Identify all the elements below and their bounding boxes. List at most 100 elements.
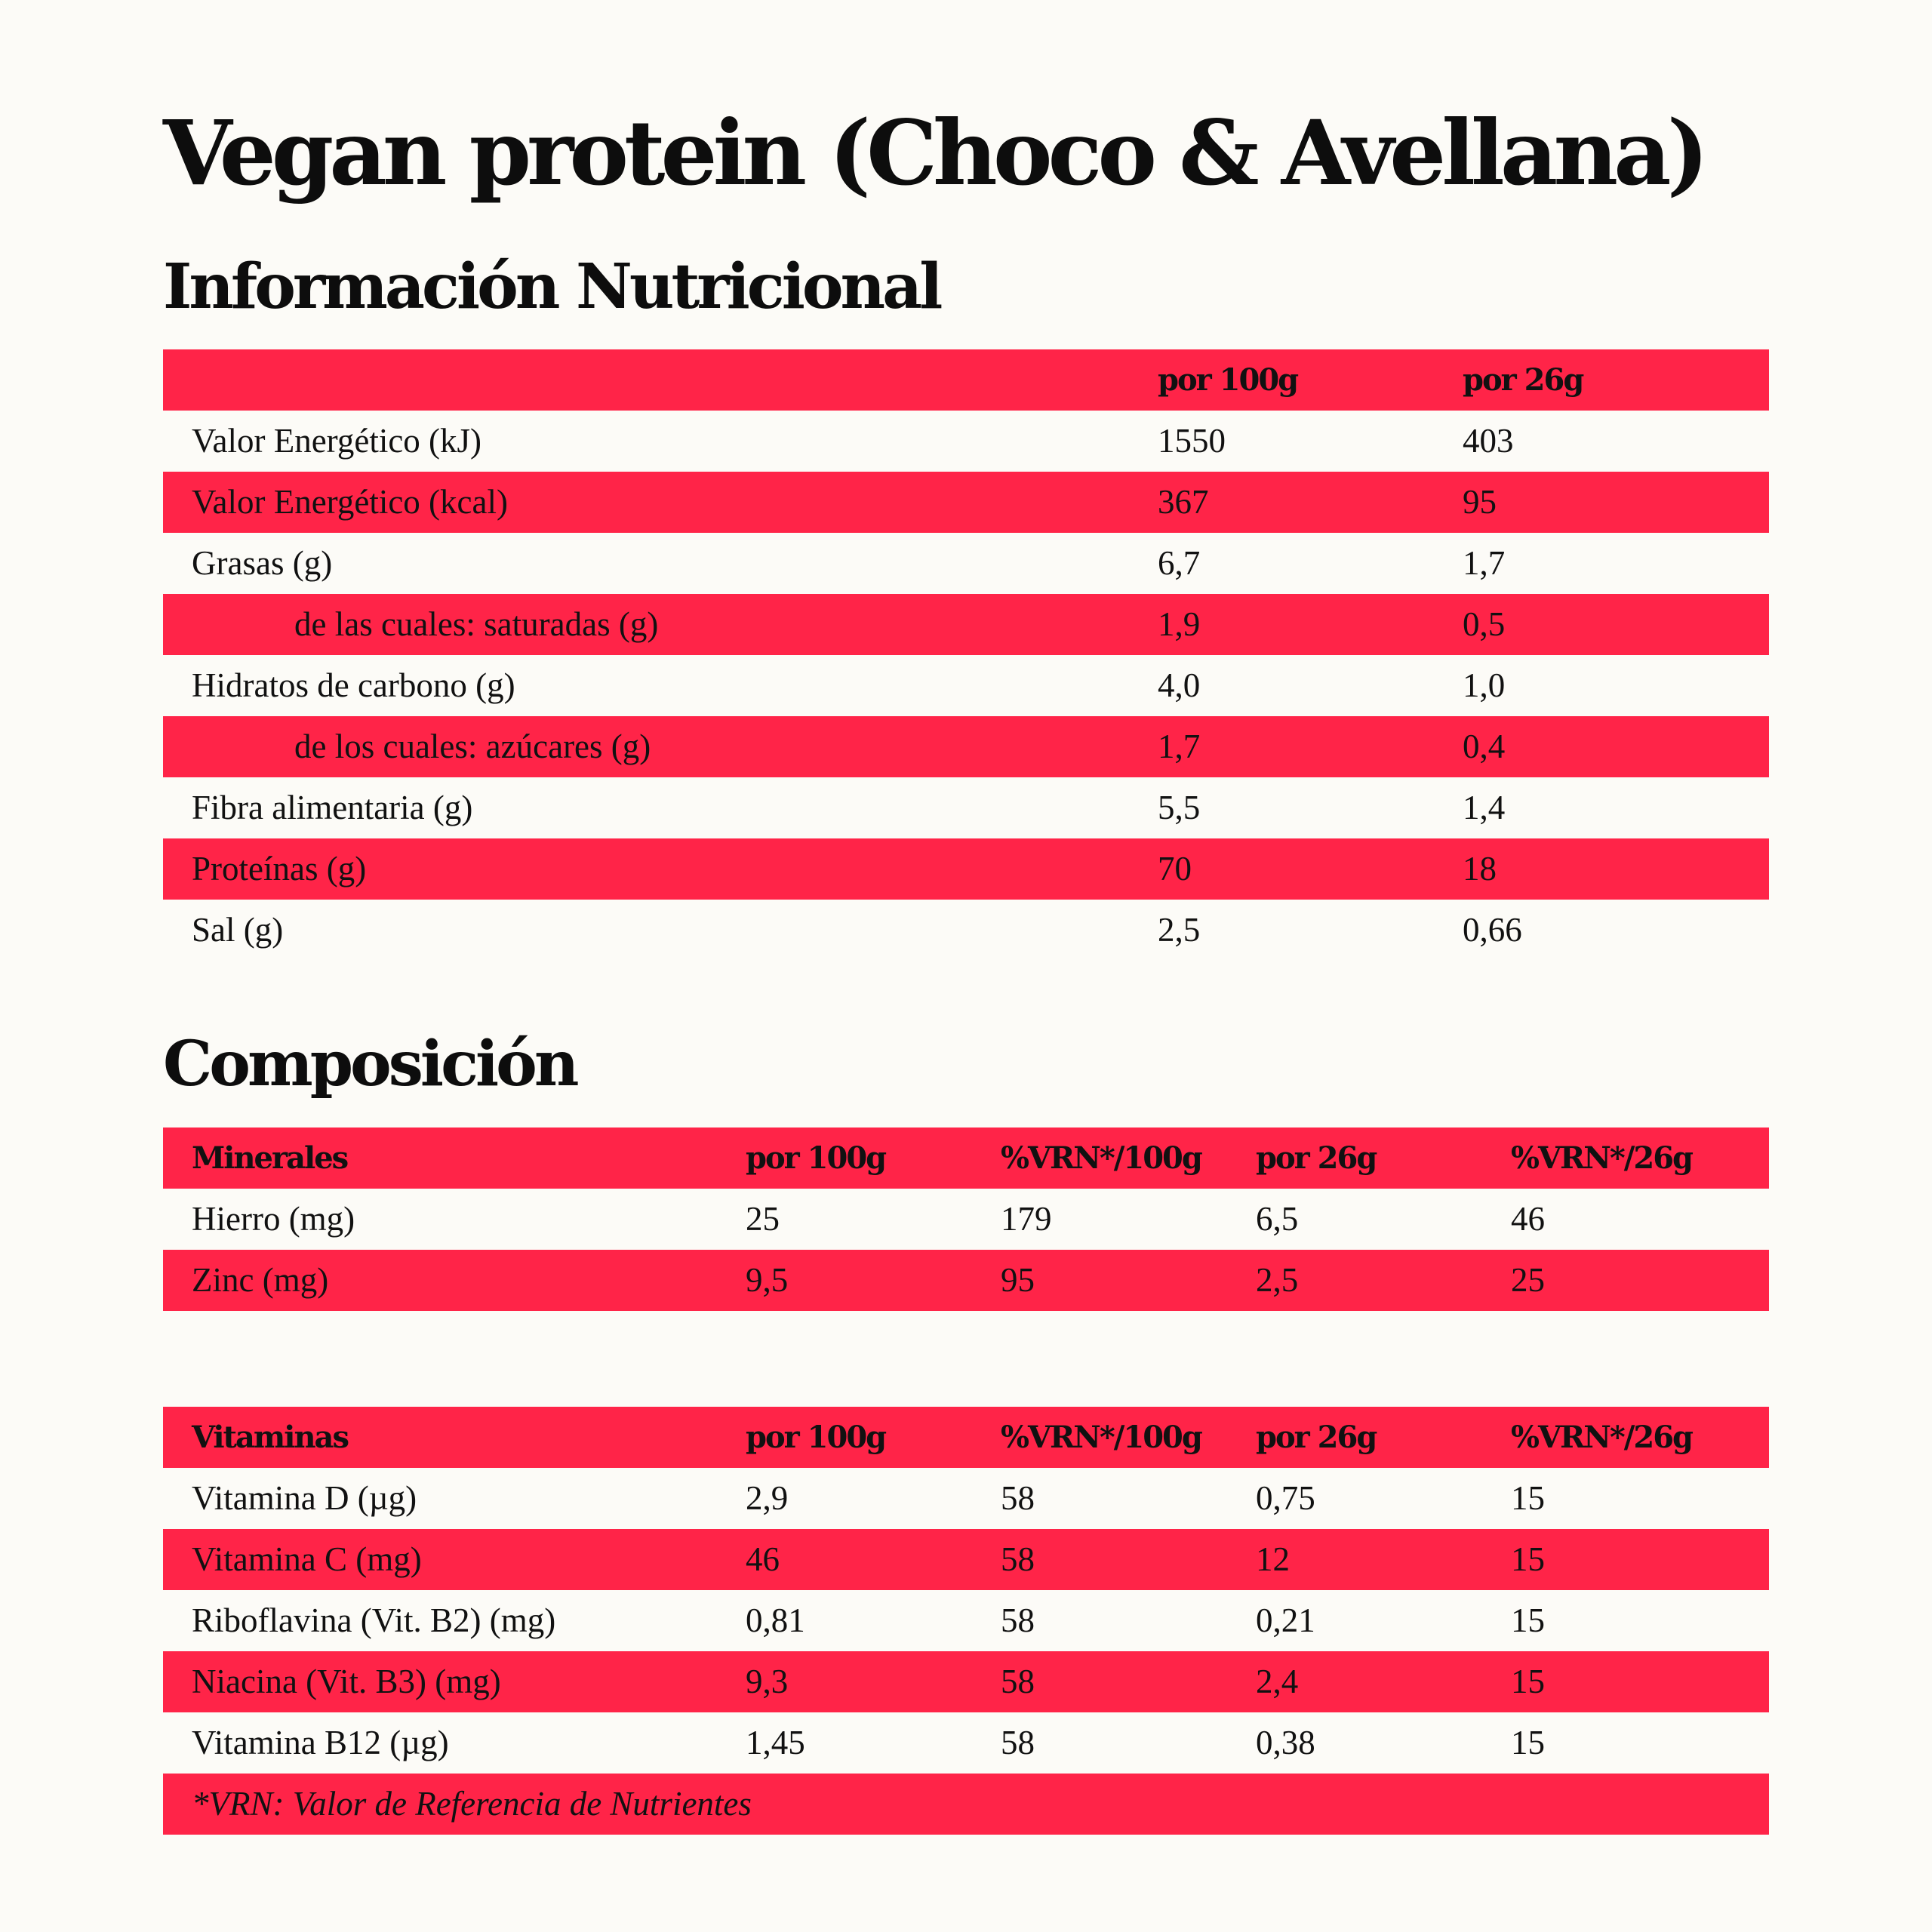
table-row: Proteínas (g) 70 18	[163, 838, 1769, 900]
value-per-26g: 1,7	[1463, 544, 1506, 582]
value-per-100g: 25	[746, 1200, 780, 1238]
value-per-26g: 0,4	[1463, 728, 1506, 765]
value-per-100g: 1,7	[1158, 728, 1201, 765]
mineral-label: Zinc (mg)	[192, 1261, 329, 1299]
value-vrn-26g: 15	[1511, 1479, 1545, 1517]
table-row: Hidratos de carbono (g) 4,0 1,0	[163, 655, 1769, 716]
value-per-100g: 5,5	[1158, 789, 1201, 826]
table-header-row: por 100g por 26g	[163, 349, 1769, 411]
value-per-26g: 95	[1463, 483, 1497, 521]
value-per-26g: 0,21	[1256, 1601, 1315, 1639]
value-per-100g: 1,9	[1158, 605, 1201, 643]
table-row: Sal (g) 2,5 0,66	[163, 900, 1769, 961]
table-header-row: Minerales por 100g %VRN*/100g por 26g %V…	[163, 1128, 1769, 1189]
value-vrn-100g: 58	[1001, 1601, 1035, 1639]
vitamins-table: Vitaminas por 100g %VRN*/100g por 26g %V…	[163, 1407, 1769, 1835]
value-vrn-100g: 58	[1001, 1724, 1035, 1761]
composition-heading: Composición	[163, 1028, 579, 1100]
value-per-100g: 4,0	[1158, 666, 1201, 704]
value-per-100g: 9,5	[746, 1261, 789, 1299]
value-per-26g: 6,5	[1256, 1200, 1299, 1238]
value-per-100g: 46	[746, 1540, 780, 1578]
table-row: Vitamina C (mg) 46 58 12 15	[163, 1529, 1769, 1590]
nutrition-table: por 100g por 26g Valor Energético (kJ) 1…	[163, 349, 1769, 961]
nutrient-label: Valor Energético (kcal)	[192, 483, 508, 521]
value-per-100g: 6,7	[1158, 544, 1201, 582]
header-cell-per-26g: por 26g	[1256, 1140, 1377, 1176]
value-per-26g: 403	[1463, 422, 1514, 460]
vitamin-label: Vitamina D (µg)	[192, 1479, 417, 1517]
value-vrn-100g: 58	[1001, 1663, 1035, 1700]
value-per-26g: 0,38	[1256, 1724, 1315, 1761]
value-per-26g: 2,5	[1256, 1261, 1299, 1299]
header-cell-per-100g: por 100g	[1158, 362, 1299, 398]
header-cell-per-26g: por 26g	[1463, 362, 1584, 398]
value-per-100g: 367	[1158, 483, 1209, 521]
value-per-100g: 70	[1158, 850, 1192, 888]
value-vrn-26g: 25	[1511, 1261, 1545, 1299]
table-row: Valor Energético (kcal) 367 95	[163, 472, 1769, 533]
vitamin-label: Vitamina B12 (µg)	[192, 1724, 449, 1761]
table-row: de las cuales: saturadas (g) 1,9 0,5	[163, 594, 1769, 655]
value-per-26g: 1,4	[1463, 789, 1506, 826]
header-cell-vrn-100g: %VRN*/100g	[1001, 1140, 1203, 1176]
page-title: Vegan protein (Choco & Avellana)	[163, 100, 1709, 205]
table-header-row: Vitaminas por 100g %VRN*/100g por 26g %V…	[163, 1407, 1769, 1468]
nutrient-label: Fibra alimentaria (g)	[192, 789, 473, 826]
nutrition-heading: Información Nutricional	[163, 251, 943, 323]
vitamin-label: Vitamina C (mg)	[192, 1540, 422, 1578]
nutrient-label: Valor Energético (kJ)	[192, 422, 482, 460]
table-row: Grasas (g) 6,7 1,7	[163, 533, 1769, 594]
value-vrn-100g: 179	[1001, 1200, 1052, 1238]
value-per-26g: 0,5	[1463, 605, 1506, 643]
header-cell-vrn-26g: %VRN*/26g	[1511, 1420, 1694, 1455]
nutrient-label: Proteínas (g)	[192, 850, 367, 888]
mineral-label: Hierro (mg)	[192, 1200, 355, 1238]
value-vrn-26g: 15	[1511, 1540, 1545, 1578]
value-per-26g: 2,4	[1256, 1663, 1299, 1700]
table-row: Vitamina B12 (µg) 1,45 58 0,38 15	[163, 1712, 1769, 1774]
header-cell-vitamins: Vitaminas	[192, 1420, 349, 1455]
value-per-26g: 18	[1463, 850, 1497, 888]
nutrient-label: Hidratos de carbono (g)	[192, 666, 515, 704]
value-vrn-100g: 58	[1001, 1540, 1035, 1578]
value-per-100g: 1550	[1158, 422, 1226, 460]
value-per-26g: 1,0	[1463, 666, 1506, 704]
table-row: Riboflavina (Vit. B2) (mg) 0,81 58 0,21 …	[163, 1590, 1769, 1651]
value-vrn-100g: 95	[1001, 1261, 1035, 1299]
nutrient-sublabel: de las cuales: saturadas (g)	[294, 605, 659, 643]
value-vrn-26g: 15	[1511, 1724, 1545, 1761]
table-row: Zinc (mg) 9,5 95 2,5 25	[163, 1250, 1769, 1311]
header-cell-minerals: Minerales	[192, 1140, 349, 1176]
value-per-26g: 0,75	[1256, 1479, 1315, 1517]
footnote-row: *VRN: Valor de Referencia de Nutrientes	[163, 1774, 1769, 1835]
value-vrn-26g: 15	[1511, 1601, 1545, 1639]
value-per-26g: 12	[1256, 1540, 1290, 1578]
value-vrn-26g: 46	[1511, 1200, 1545, 1238]
value-per-100g: 2,9	[746, 1479, 789, 1517]
header-cell-per-26g: por 26g	[1256, 1420, 1377, 1455]
value-per-100g: 0,81	[746, 1601, 805, 1639]
table-row: Valor Energético (kJ) 1550 403	[163, 411, 1769, 472]
table-row: Hierro (mg) 25 179 6,5 46	[163, 1189, 1769, 1250]
table-row: Vitamina D (µg) 2,9 58 0,75 15	[163, 1468, 1769, 1529]
table-row: de los cuales: azúcares (g) 1,7 0,4	[163, 716, 1769, 777]
value-per-100g: 1,45	[746, 1724, 805, 1761]
header-cell-per-100g: por 100g	[746, 1140, 887, 1176]
vitamin-label: Niacina (Vit. B3) (mg)	[192, 1663, 501, 1700]
value-vrn-100g: 58	[1001, 1479, 1035, 1517]
value-per-26g: 0,66	[1463, 911, 1522, 949]
vitamin-label: Riboflavina (Vit. B2) (mg)	[192, 1601, 556, 1639]
table-row: Fibra alimentaria (g) 5,5 1,4	[163, 777, 1769, 838]
header-cell-per-100g: por 100g	[746, 1420, 887, 1455]
value-per-100g: 2,5	[1158, 911, 1201, 949]
value-vrn-26g: 15	[1511, 1663, 1545, 1700]
nutrient-sublabel: de los cuales: azúcares (g)	[294, 728, 651, 765]
nutrient-label: Sal (g)	[192, 911, 284, 949]
value-per-100g: 9,3	[746, 1663, 789, 1700]
table-row: Niacina (Vit. B3) (mg) 9,3 58 2,4 15	[163, 1651, 1769, 1712]
header-cell-vrn-100g: %VRN*/100g	[1001, 1420, 1203, 1455]
header-cell-vrn-26g: %VRN*/26g	[1511, 1140, 1694, 1176]
footnote: *VRN: Valor de Referencia de Nutrientes	[192, 1785, 752, 1823]
nutrient-label: Grasas (g)	[192, 544, 333, 582]
